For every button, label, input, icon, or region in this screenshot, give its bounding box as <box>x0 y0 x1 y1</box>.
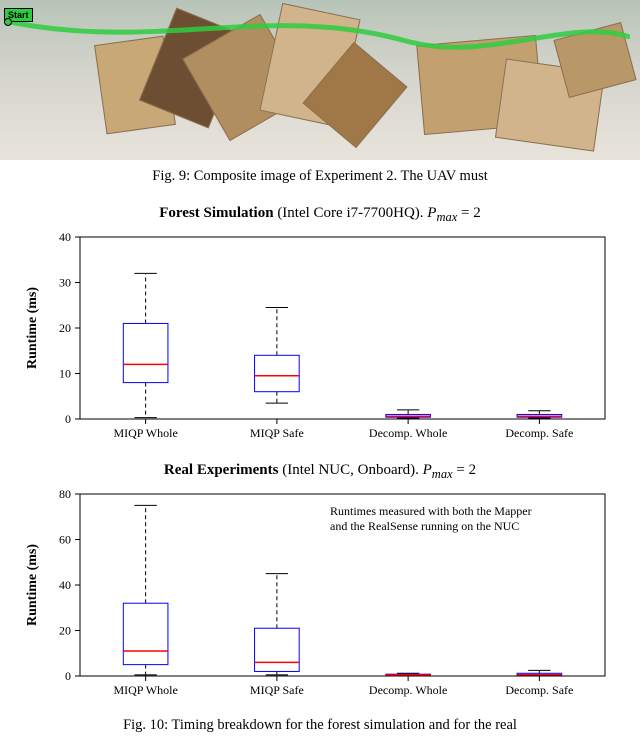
svg-text:Decomp. Whole: Decomp. Whole <box>369 683 447 697</box>
chart2-annotation: Runtimes measured with both the Mapperan… <box>330 504 590 534</box>
svg-text:80: 80 <box>59 487 71 501</box>
chart2-title-sub: max <box>432 467 453 481</box>
svg-text:Decomp. Whole: Decomp. Whole <box>369 426 447 440</box>
chart1-svg: 0 10 20 30 40 Runtime (ms) MIQP Whole MIQP Safe… <box>20 229 620 454</box>
svg-text:0: 0 <box>65 412 71 426</box>
svg-text:Decomp. Safe: Decomp. Safe <box>505 426 573 440</box>
fig9-caption: Fig. 9: Composite image of Experiment 2.… <box>12 168 628 185</box>
chart1-title-sub: max <box>436 210 457 224</box>
chart2-title-bold: Real Experiments <box>164 462 279 478</box>
svg-text:30: 30 <box>59 276 71 290</box>
svg-text:40: 40 <box>59 230 71 244</box>
svg-text:Runtime (ms): Runtime (ms) <box>25 287 40 369</box>
svg-text:MIQP Whole: MIQP Whole <box>113 426 177 440</box>
chart1-title-eq: = 2 <box>457 205 480 221</box>
svg-text:MIQP Whole: MIQP Whole <box>113 683 177 697</box>
svg-text:0: 0 <box>65 669 71 683</box>
chart-real-experiments: Real Experiments (Intel NUC, Onboard). P… <box>0 462 640 711</box>
svg-text:10: 10 <box>59 367 71 381</box>
svg-text:Runtime (ms): Runtime (ms) <box>25 544 40 626</box>
start-dot-icon <box>4 18 12 26</box>
chart1-title-bold: Forest Simulation <box>159 205 273 221</box>
svg-text:MIQP Safe: MIQP Safe <box>250 426 304 440</box>
svg-text:40: 40 <box>59 578 71 592</box>
svg-text:20: 20 <box>59 624 71 638</box>
chart2-title-paren: (Intel NUC, Onboard). <box>278 462 422 478</box>
svg-text:MIQP Safe: MIQP Safe <box>250 683 304 697</box>
chart2-title-eq: = 2 <box>453 462 476 478</box>
chart2-title: Real Experiments (Intel NUC, Onboard). P… <box>0 462 640 482</box>
svg-text:60: 60 <box>59 533 71 547</box>
chart2-title-ital: P <box>423 462 432 478</box>
svg-text:20: 20 <box>59 321 71 335</box>
chart1-title-paren: (Intel Core i7-7700HQ). <box>274 205 428 221</box>
fig10-caption: Fig. 10: Timing breakdown for the forest… <box>12 717 628 734</box>
chart-forest-simulation: Forest Simulation (Intel Core i7-7700HQ)… <box>0 205 640 454</box>
chart1-title: Forest Simulation (Intel Core i7-7700HQ)… <box>0 205 640 225</box>
composite-photo: Start <box>0 0 640 160</box>
svg-text:Decomp. Safe: Decomp. Safe <box>505 683 573 697</box>
